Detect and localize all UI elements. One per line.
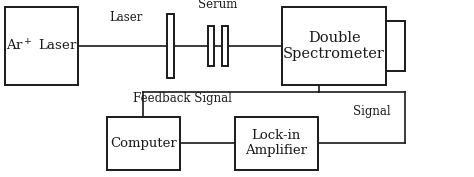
Text: Serum: Serum [198,0,238,11]
FancyBboxPatch shape [107,117,180,170]
FancyBboxPatch shape [167,14,174,78]
Text: Lock-in
Amplifier: Lock-in Amplifier [245,129,307,157]
FancyBboxPatch shape [235,117,318,170]
FancyBboxPatch shape [282,7,386,85]
Text: Computer: Computer [110,137,177,150]
Text: Ar$^+$ Laser: Ar$^+$ Laser [6,38,77,54]
FancyBboxPatch shape [222,26,228,66]
Text: Signal: Signal [353,105,391,118]
Text: Laser: Laser [109,11,142,24]
Text: Double
Spectrometer: Double Spectrometer [283,31,385,61]
FancyBboxPatch shape [386,21,405,71]
Text: Feedback Signal: Feedback Signal [133,92,232,105]
FancyBboxPatch shape [208,26,214,66]
FancyBboxPatch shape [5,7,78,85]
